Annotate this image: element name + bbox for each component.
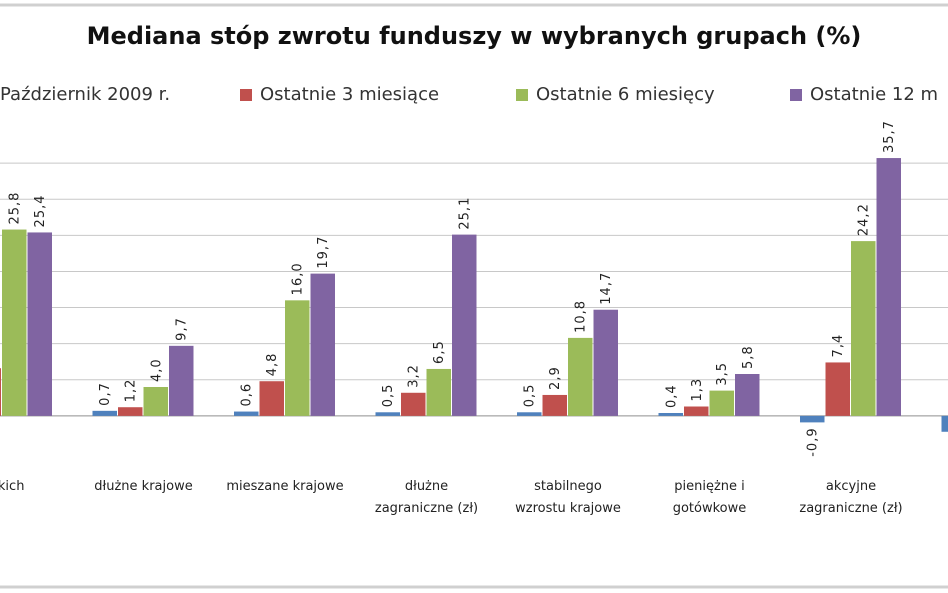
bar — [658, 413, 683, 416]
value-label: 25,8 — [8, 192, 23, 225]
legend-label: Ostatnie 6 miesięcy — [536, 84, 715, 105]
legend-label: Październik 2009 r. — [0, 84, 171, 105]
value-label: 19,7 — [316, 236, 331, 269]
bar — [941, 415, 948, 432]
bar — [593, 309, 618, 416]
bar — [426, 368, 451, 416]
bar — [800, 415, 825, 423]
value-label: 25,4 — [33, 194, 48, 227]
x-tick-label: dłużne zagraniczne (zł) — [374, 479, 479, 516]
legend-item: Ostatnie 6 miesięcy — [516, 84, 715, 105]
bar — [234, 411, 259, 416]
value-label: 2,9 — [548, 366, 563, 390]
bar — [285, 300, 310, 416]
legend-swatch — [790, 88, 802, 101]
bar — [118, 407, 143, 416]
bar — [0, 368, 1, 416]
bar — [542, 394, 567, 416]
legend-item: Ostatnie 3 miesiące — [240, 84, 439, 105]
legend-item: Ostatnie 12 m — [790, 84, 938, 105]
value-label: 4,8 — [265, 353, 280, 377]
value-label: 24,2 — [857, 203, 872, 236]
bar — [169, 345, 194, 416]
bar — [452, 234, 477, 416]
legend-swatch — [240, 88, 252, 101]
value-label: 14,7 — [599, 272, 614, 305]
x-tick-label: olskich — [0, 479, 25, 494]
value-label: 3,5 — [715, 362, 730, 386]
bar — [851, 241, 876, 416]
value-label: 9,7 — [175, 317, 190, 341]
value-label: 7,4 — [831, 334, 846, 358]
bar — [825, 362, 850, 416]
x-tick-label: dłużne krajowe — [94, 479, 193, 494]
x-tick-label: pieniężne i gotówkowe — [672, 479, 747, 516]
bar — [92, 410, 117, 416]
x-tick-label: akcyjne zagraniczne (zł) — [799, 479, 903, 516]
chart-title: Mediana stóp zwrotu funduszy w wybranych… — [87, 22, 862, 50]
bar — [517, 412, 542, 416]
value-label: 5,8 — [741, 345, 756, 369]
bar — [568, 337, 593, 416]
legend-label: Ostatnie 12 m — [810, 84, 939, 105]
bar — [876, 158, 901, 416]
bar — [2, 229, 27, 416]
value-label: 0,5 — [523, 384, 538, 408]
bar — [310, 273, 335, 416]
value-label: 1,3 — [690, 378, 705, 402]
bar — [259, 381, 284, 416]
legend-label: Ostatnie 3 miesiące — [260, 84, 440, 105]
x-tick-label: al śre — [934, 476, 948, 498]
value-label: 3,2 — [407, 364, 422, 388]
value-label: 10,8 — [574, 300, 589, 333]
bar — [27, 232, 52, 416]
legend-item: Październik 2009 r. — [0, 84, 170, 105]
x-tick-label: mieszane krajowe — [226, 479, 344, 494]
value-label: 16,0 — [291, 262, 306, 295]
value-label: 4,0 — [149, 358, 164, 382]
value-label: 6,5 — [432, 340, 447, 364]
legend-swatch — [516, 88, 528, 101]
value-label: 0,6 — [240, 383, 255, 407]
value-label: 0,5 — [381, 384, 396, 408]
bar — [143, 387, 168, 416]
bar — [401, 392, 426, 416]
bar — [684, 406, 709, 416]
value-label: 35,7 — [882, 120, 897, 153]
bar — [735, 374, 760, 416]
value-label: 0,7 — [98, 382, 113, 406]
bar — [709, 390, 734, 416]
value-label: 0,4 — [664, 384, 679, 408]
x-tick-label: stabilnego wzrostu krajowe — [515, 479, 621, 516]
value-label: 1,2 — [124, 379, 139, 403]
value-label: 25,1 — [458, 197, 473, 230]
value-label: -0,9 — [806, 427, 821, 456]
bar — [375, 412, 400, 416]
